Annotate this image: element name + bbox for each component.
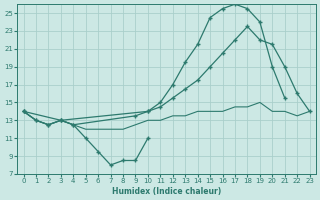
X-axis label: Humidex (Indice chaleur): Humidex (Indice chaleur) [112,187,221,196]
